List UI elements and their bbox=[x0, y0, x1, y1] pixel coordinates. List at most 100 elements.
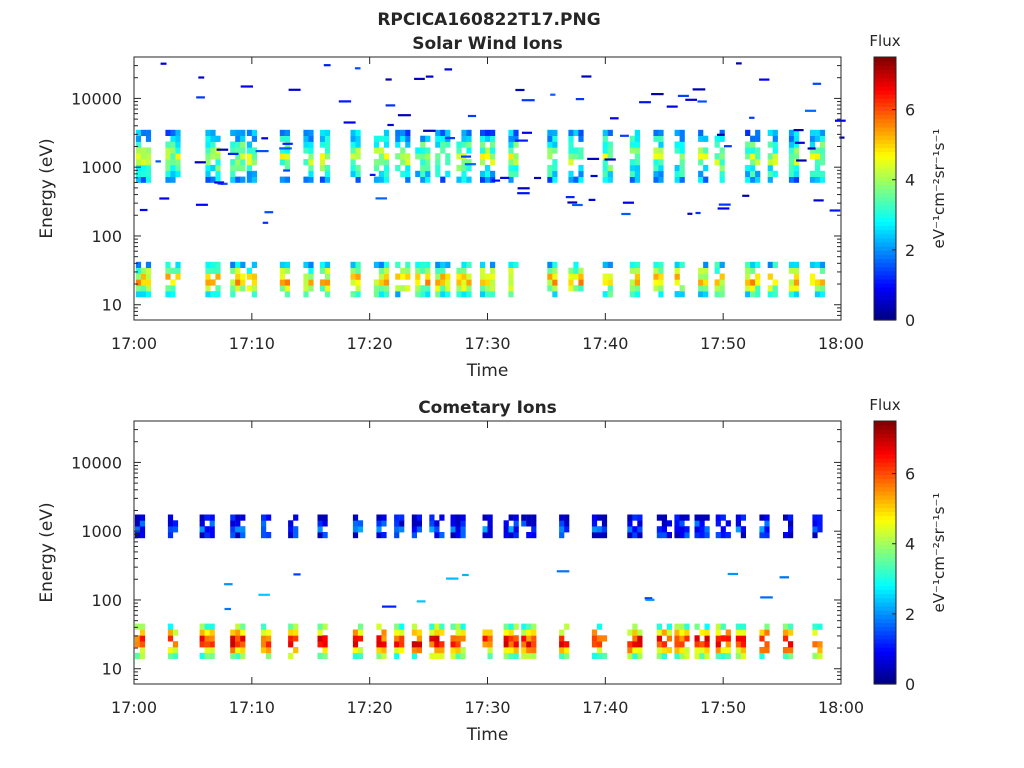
heatmap-cell bbox=[135, 141, 142, 148]
colorbar-segment bbox=[874, 552, 896, 558]
heatmap-cell bbox=[637, 635, 643, 642]
heatmap-cell bbox=[788, 159, 795, 166]
heatmap-cell bbox=[450, 514, 456, 521]
heatmap-cell bbox=[526, 652, 532, 659]
colorbar-segment bbox=[874, 254, 896, 259]
heatmap-cell bbox=[279, 147, 285, 154]
heatmap-cell bbox=[195, 203, 208, 206]
heatmap-cell bbox=[788, 129, 795, 136]
x-tick-label: 17:30 bbox=[464, 334, 510, 353]
colorbar-segment bbox=[874, 466, 896, 471]
heatmap-cell bbox=[420, 153, 426, 160]
heatmap-cell bbox=[715, 514, 721, 521]
heatmap-cell bbox=[622, 201, 634, 204]
heatmap-cell bbox=[217, 182, 224, 185]
heatmap-cell bbox=[246, 153, 252, 160]
heatmap-cell bbox=[394, 652, 400, 659]
heatmap-cell bbox=[602, 279, 608, 286]
heatmap-cell bbox=[480, 141, 486, 148]
heatmap-cell bbox=[508, 291, 514, 298]
heatmap-cell bbox=[485, 153, 491, 160]
heatmap-cell bbox=[204, 623, 210, 630]
heatmap-cell bbox=[490, 135, 496, 142]
heatmap-cell bbox=[170, 159, 176, 166]
heatmap-cell bbox=[552, 129, 558, 136]
heatmap-cell bbox=[411, 652, 417, 659]
heatmap-cell bbox=[552, 147, 558, 154]
heatmap-cell bbox=[461, 159, 467, 166]
heatmap-cell bbox=[258, 593, 270, 596]
heatmap-cell bbox=[317, 526, 323, 533]
heatmap-cell bbox=[658, 129, 664, 136]
x-tick-label: 18:00 bbox=[818, 698, 864, 717]
heatmap-cell bbox=[429, 623, 435, 630]
heatmap-cell bbox=[319, 129, 326, 136]
heatmap-cell bbox=[435, 261, 441, 268]
heatmap-cell bbox=[490, 129, 496, 136]
heatmap-cell bbox=[813, 199, 824, 202]
heatmap-cell bbox=[199, 652, 205, 659]
heatmap-cell bbox=[547, 267, 553, 274]
colorbar-segment bbox=[874, 659, 896, 665]
heatmap-cell bbox=[564, 520, 570, 527]
heatmap-cell bbox=[793, 176, 800, 183]
y-tick-label: 1000 bbox=[81, 158, 122, 177]
heatmap-cell bbox=[394, 623, 400, 630]
heatmap-cell bbox=[440, 273, 446, 280]
heatmap-cell bbox=[794, 141, 805, 144]
heatmap-cell bbox=[383, 285, 390, 292]
heatmap-cell bbox=[145, 164, 152, 172]
heatmap-cell bbox=[759, 647, 765, 654]
heatmap-cell bbox=[350, 273, 356, 280]
heatmap-cell bbox=[261, 635, 267, 642]
heatmap-cell bbox=[637, 514, 643, 521]
heatmap-cell bbox=[607, 164, 613, 172]
heatmap-cell bbox=[251, 147, 257, 154]
heatmap-cell bbox=[165, 153, 171, 160]
heatmap-cell bbox=[547, 170, 553, 177]
heatmap-cell bbox=[350, 291, 356, 298]
heatmap-cell bbox=[165, 170, 171, 177]
heatmap-cell bbox=[658, 285, 664, 292]
colorbar-segment bbox=[874, 143, 896, 149]
colorbar-segment bbox=[874, 499, 896, 504]
heatmap-cell bbox=[819, 267, 826, 274]
heatmap-cell bbox=[261, 520, 267, 527]
heatmap-cell bbox=[284, 159, 290, 166]
heatmap-cell bbox=[679, 647, 685, 654]
heatmap-cell bbox=[699, 629, 705, 636]
heatmap-cell bbox=[658, 164, 664, 172]
heatmap-cell bbox=[440, 141, 446, 148]
heatmap-cell bbox=[240, 261, 246, 268]
heatmap-cell bbox=[715, 629, 721, 636]
colorbar-segment bbox=[874, 266, 896, 272]
heatmap-cell bbox=[466, 285, 472, 292]
heatmap-cell bbox=[355, 176, 361, 183]
heatmap-cell bbox=[394, 641, 400, 648]
heatmap-cell bbox=[500, 176, 510, 179]
heatmap-cell bbox=[134, 514, 141, 521]
heatmap-cell bbox=[591, 629, 598, 636]
heatmap-cell bbox=[503, 635, 509, 642]
heatmap-cell bbox=[400, 159, 406, 166]
heatmap-cell bbox=[416, 520, 422, 527]
heatmap-cell bbox=[658, 273, 664, 280]
heatmap-cell bbox=[288, 641, 294, 648]
heatmap-cell bbox=[230, 629, 236, 636]
heatmap-cell bbox=[240, 159, 246, 166]
heatmap-cell bbox=[559, 532, 565, 539]
heatmap-cell bbox=[439, 623, 445, 630]
colorbar-segment bbox=[874, 626, 896, 632]
heatmap-cell bbox=[204, 629, 210, 636]
heatmap-cell bbox=[679, 641, 685, 648]
heatmap-cell bbox=[772, 170, 778, 177]
heatmap-cell bbox=[666, 635, 672, 642]
heatmap-cell bbox=[487, 526, 493, 533]
heatmap-cell bbox=[455, 647, 461, 654]
heatmap-cell bbox=[255, 150, 269, 153]
heatmap-cell bbox=[745, 147, 751, 154]
heatmap-cell bbox=[552, 135, 558, 142]
heatmap-cell bbox=[547, 273, 553, 280]
heatmap-cell bbox=[425, 176, 431, 183]
heatmap-cell bbox=[461, 170, 467, 177]
